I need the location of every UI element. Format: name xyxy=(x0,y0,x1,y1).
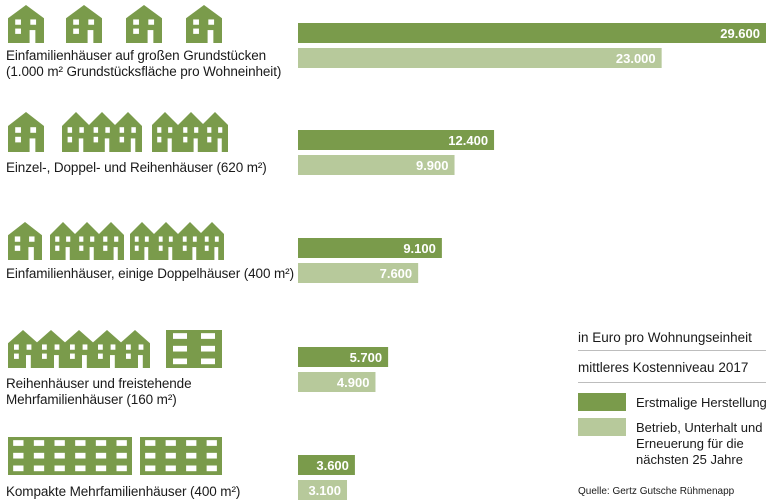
house-icon xyxy=(114,112,142,152)
house-icon xyxy=(130,222,154,260)
house-icon xyxy=(50,222,76,260)
house-icon xyxy=(88,112,116,152)
apartment-block-icon xyxy=(140,437,222,475)
house-icon xyxy=(186,5,222,43)
house-icon xyxy=(8,330,38,368)
bar-first-1 xyxy=(298,23,766,43)
data-label-first-2: 12.400 xyxy=(448,133,488,148)
legend-label-second: Betrieb, Unterhalt und Erneuerung für di… xyxy=(636,420,763,467)
category-label-5: Kompakte Mehrfamilienhäuser (400 m²) xyxy=(6,484,241,499)
house-icon xyxy=(178,112,204,152)
category-label-1: Einfamilienhäuser auf großen Grundstücke… xyxy=(6,48,282,79)
house-icon xyxy=(202,112,228,152)
data-label-second-4: 4.900 xyxy=(337,375,370,390)
bar-first-3 xyxy=(298,238,442,258)
house-icon xyxy=(92,330,122,368)
source-note: Quelle: Gertz Gutsche Rühmenapp xyxy=(578,486,735,497)
data-label-first-4: 5.700 xyxy=(350,350,383,365)
legend-swatch-second xyxy=(578,418,626,436)
category-label-4: Reihenhäuser und freistehende Mehrfamili… xyxy=(6,376,192,407)
house-icon xyxy=(74,222,100,260)
house-icon xyxy=(152,112,178,152)
legend-label-first: Erstmalige Herstellung xyxy=(636,395,767,410)
bar-first-2 xyxy=(298,130,495,150)
house-icon xyxy=(62,112,90,152)
legend-cost-level: mittleres Kostenniveau 2017 xyxy=(578,360,749,375)
bar-first-4 xyxy=(298,347,389,367)
apartment-block-icon xyxy=(166,330,222,368)
bar-second-2 xyxy=(298,155,455,175)
house-icon xyxy=(120,330,150,368)
house-icon xyxy=(126,5,162,43)
house-icon xyxy=(154,222,178,260)
legend-swatch-first xyxy=(578,393,626,411)
data-label-first-5: 3.600 xyxy=(316,458,349,473)
house-icon xyxy=(8,5,44,43)
house-icon xyxy=(66,5,102,43)
data-label-second-2: 9.900 xyxy=(416,158,449,173)
data-label-first-3: 9.100 xyxy=(403,241,436,256)
data-label-second-1: 23.000 xyxy=(616,51,656,66)
category-label-3: Einfamilienhäuser, einige Doppelhäuser (… xyxy=(6,266,294,281)
house-icon xyxy=(36,330,66,368)
data-label-second-5: 3.100 xyxy=(308,483,341,498)
data-label-first-1: 29.600 xyxy=(720,26,760,41)
house-icon xyxy=(178,222,202,260)
legend-divider xyxy=(578,350,766,351)
legend-divider xyxy=(578,382,766,383)
house-icon xyxy=(98,222,124,260)
bar-first-5 xyxy=(298,455,355,475)
house-icon xyxy=(200,222,224,260)
house-icon xyxy=(64,330,94,368)
bar-second-3 xyxy=(298,263,419,283)
bar-second-4 xyxy=(298,372,376,392)
house-icon xyxy=(8,222,42,260)
category-label-2: Einzel-, Doppel- und Reihenhäuser (620 m… xyxy=(6,160,267,175)
house-icon xyxy=(8,112,44,152)
legend-unit: in Euro pro Wohnungseinheit xyxy=(578,330,752,345)
bar-second-5 xyxy=(298,480,348,500)
apartment-block-icon xyxy=(8,437,132,475)
data-label-second-3: 7.600 xyxy=(380,266,413,281)
bar-second-1 xyxy=(298,48,662,68)
